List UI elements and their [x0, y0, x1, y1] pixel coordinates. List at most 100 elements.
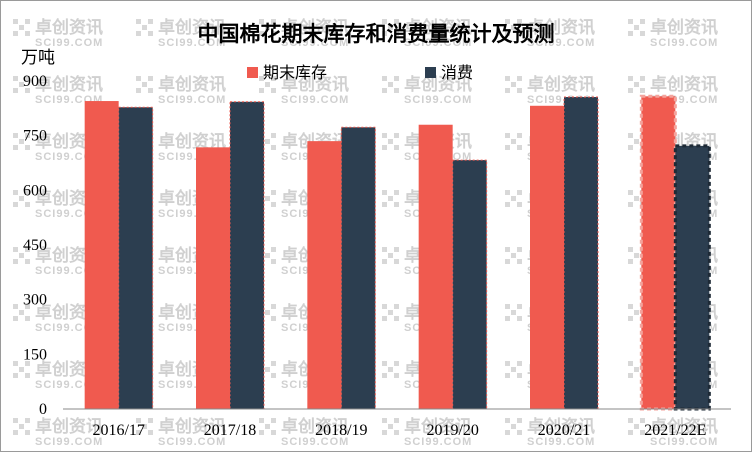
watermark-logo-cell: [511, 253, 516, 258]
watermark-text-cn: 卓创资讯: [281, 74, 349, 95]
watermark-logo-cell: [505, 190, 510, 195]
watermark-logo-cell: [517, 316, 522, 321]
watermark-logo-cell: [19, 139, 24, 144]
watermark-logo-cell: [640, 88, 645, 93]
watermark-logo-cell: [505, 31, 510, 36]
inventory-bar-2021-22E: [639, 94, 677, 411]
watermark-logo-cell: [628, 88, 633, 93]
watermark-text-en: SCI99.COM: [35, 436, 103, 448]
watermark-logo-cell: [382, 304, 387, 309]
watermark-logo-cell: [271, 88, 276, 93]
watermark-logo-cell: [628, 361, 633, 366]
watermark-logo-cell: [394, 76, 399, 81]
watermark-text-en: SCI99.COM: [404, 37, 472, 49]
watermark-logo-cell: [13, 418, 18, 423]
watermark-logo-cell: [142, 82, 147, 87]
x-tick-label: 2017/18: [204, 422, 256, 439]
watermark-logo-cell: [271, 418, 276, 423]
watermark-logo-cell: [517, 202, 522, 207]
watermark-logo-cell: [25, 133, 30, 138]
watermark-logo-cell: [394, 418, 399, 423]
watermark-logo-cell: [259, 88, 264, 93]
watermark-text-en: SCI99.COM: [527, 37, 595, 49]
watermark-logo-cell: [382, 259, 387, 264]
watermark-logo-cell: [136, 430, 141, 435]
watermark-logo-cell: [394, 31, 399, 36]
watermark-text-cn: 卓创资讯: [650, 416, 718, 437]
watermark-logo-cell: [505, 88, 510, 93]
watermark-logo-cell: [505, 19, 510, 24]
watermark-logo-cell: [25, 418, 30, 423]
watermark-logo-cell: [628, 247, 633, 252]
watermark-logo-cell: [517, 373, 522, 378]
watermark-text-cn: 卓创资讯: [527, 74, 595, 95]
watermark-logo-cell: [517, 361, 522, 366]
y-tick-label: 600: [23, 182, 47, 199]
watermark-logo-cell: [517, 190, 522, 195]
watermark-logo-cell: [13, 259, 18, 264]
watermark-text-en: SCI99.COM: [404, 94, 472, 106]
watermark-logo-cell: [388, 424, 393, 429]
watermark-logo-cell: [517, 76, 522, 81]
watermark-logo-cell: [25, 247, 30, 252]
watermark-logo-cell: [13, 31, 18, 36]
watermark-logo-cell: [394, 247, 399, 252]
watermark-logo-cell: [259, 418, 264, 423]
watermark-logo-cell: [505, 202, 510, 207]
watermark-logo-cell: [505, 418, 510, 423]
legend-swatch: [247, 67, 258, 78]
watermark-text-en: SCI99.COM: [281, 37, 349, 49]
watermark-logo-cell: [136, 418, 141, 423]
watermark-logo-cell: [517, 304, 522, 309]
watermark-logo-cell: [382, 133, 387, 138]
watermark-logo-cell: [634, 82, 639, 87]
watermark-logo-cell: [25, 259, 30, 264]
watermark-logo-cell: [640, 76, 645, 81]
watermark-text-cn: 卓创资讯: [281, 416, 349, 437]
watermark-logo-cell: [148, 31, 153, 36]
watermark-logo-cell: [19, 424, 24, 429]
watermark-logo-cell: [517, 31, 522, 36]
watermark-logo-cell: [628, 145, 633, 150]
watermark-text-en: SCI99.COM: [35, 37, 103, 49]
watermark-logo-cell: [505, 361, 510, 366]
watermark-logo-cell: [271, 304, 276, 309]
y-axis-ticks: 0 150 300 450 600 750 900: [23, 73, 47, 418]
watermark-logo-cell: [271, 316, 276, 321]
watermark-logo-cell: [628, 19, 633, 24]
watermark-logo-cell: [148, 430, 153, 435]
watermark-logo-cell: [13, 430, 18, 435]
y-tick-label: 450: [23, 237, 47, 254]
watermark-logo-cell: [265, 25, 270, 30]
legend: 期末库存 消费: [247, 63, 473, 82]
watermark-logo-cell: [394, 190, 399, 195]
watermark-logo-cell: [265, 253, 270, 258]
watermark-logo-cell: [382, 76, 387, 81]
watermark-logo-cell: [382, 361, 387, 366]
watermark-logo-cell: [13, 76, 18, 81]
watermark-logo-cell: [382, 430, 387, 435]
watermark-logo-cell: [517, 19, 522, 24]
watermark-logo-cell: [394, 430, 399, 435]
watermark-logo-cell: [517, 247, 522, 252]
watermark-logo-cell: [271, 430, 276, 435]
watermark-logo-cell: [628, 304, 633, 309]
watermark-logo-cell: [511, 196, 516, 201]
watermark-logo-cell: [265, 82, 270, 87]
watermark-logo-cell: [271, 361, 276, 366]
watermark-logo-cell: [13, 247, 18, 252]
watermark-logo-cell: [517, 259, 522, 264]
watermark-logo-cell: [634, 310, 639, 315]
watermark-logo-cell: [394, 361, 399, 366]
watermark-logo-cell: [505, 76, 510, 81]
consumption-bar-2020-21: [563, 96, 599, 410]
inventory-bar-2019-20: [418, 124, 453, 409]
watermark-logo-cell: [511, 367, 516, 372]
watermark-logo-cell: [634, 196, 639, 201]
watermark-logo-cell: [505, 316, 510, 321]
